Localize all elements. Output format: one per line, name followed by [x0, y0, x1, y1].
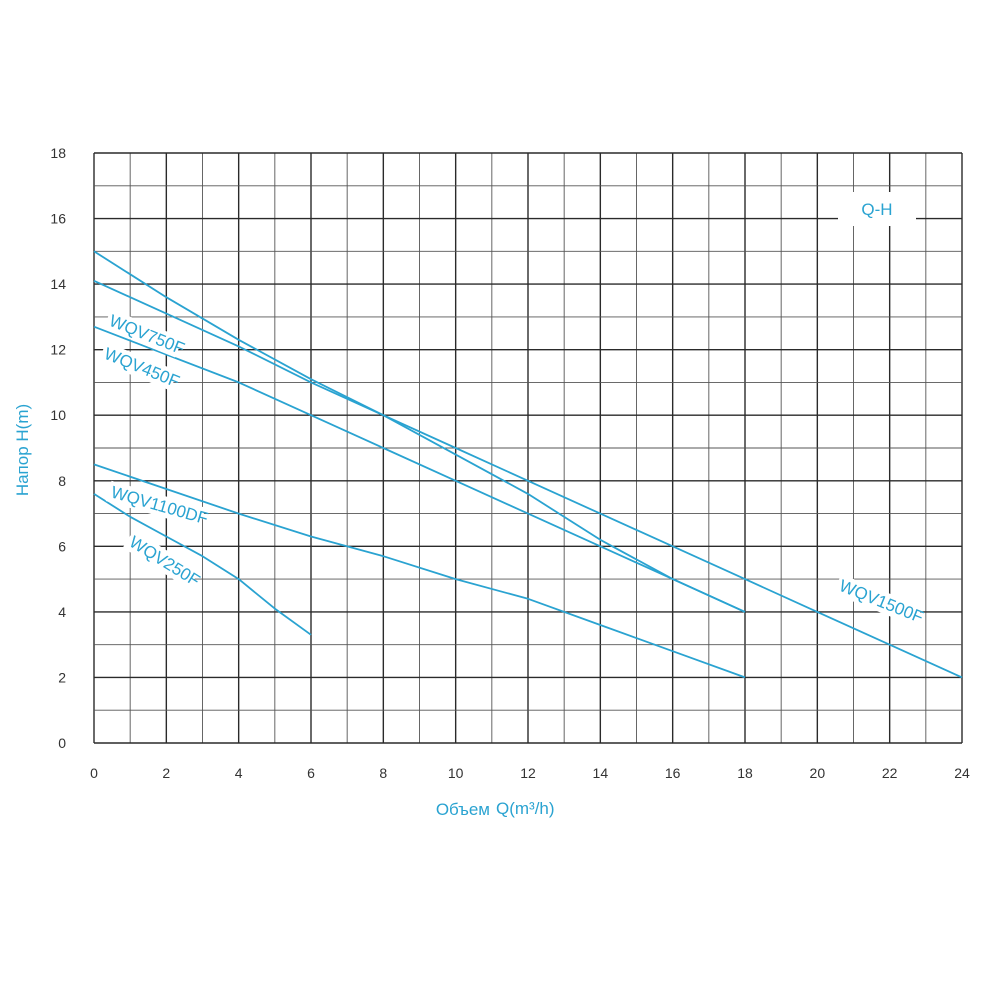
series-label-bg: [833, 574, 923, 627]
series-line-wqv250f: [93, 493, 312, 636]
y-tick-label: 16: [50, 211, 66, 227]
x-tick-label: 4: [235, 765, 243, 781]
series-label-bg: [122, 529, 200, 589]
y-axis-label: Напор H(m): [13, 404, 32, 496]
x-tick-label: 24: [954, 765, 970, 781]
x-tick-label: 18: [737, 765, 753, 781]
y-tick-label: 2: [58, 669, 66, 685]
y-tick-label: 14: [50, 276, 66, 292]
series-line-wqv1100df: [93, 463, 746, 679]
x-tick-label: 12: [520, 765, 536, 781]
y-tick-label: 18: [50, 145, 66, 161]
x-tick-label: 20: [810, 765, 826, 781]
x-tick-label: 6: [307, 765, 315, 781]
x-tick-label: 0: [90, 765, 98, 781]
y-tick-label: 10: [50, 407, 66, 423]
series-label-bg: [98, 342, 178, 391]
y-tick-label: 6: [58, 538, 66, 554]
y-tick-label: 4: [58, 604, 66, 620]
series-lines: [93, 250, 963, 679]
series-label-bg: [105, 480, 206, 528]
x-tick-label: 14: [593, 765, 609, 781]
series-label-bg: [103, 309, 183, 358]
x-tick-label: 16: [665, 765, 681, 781]
y-tick-label: 0: [58, 735, 66, 751]
x-tick-label: 22: [882, 765, 898, 781]
x-axis-unit: Q(m³/h): [496, 799, 555, 818]
x-tick-label: 8: [379, 765, 387, 781]
x-tick-label: 2: [162, 765, 170, 781]
title-box: [838, 192, 916, 226]
chart-title: Q-H: [861, 200, 892, 219]
y-tick-label: 8: [58, 473, 66, 489]
series-line-wqv450f: [93, 325, 746, 613]
series-line-wqv1500f: [93, 279, 963, 679]
series-line-wqv750f: [93, 250, 746, 613]
y-tick-label: 12: [50, 342, 66, 358]
x-tick-label: 10: [448, 765, 464, 781]
x-axis-label: Объем: [436, 800, 490, 819]
grid: [93, 152, 963, 744]
